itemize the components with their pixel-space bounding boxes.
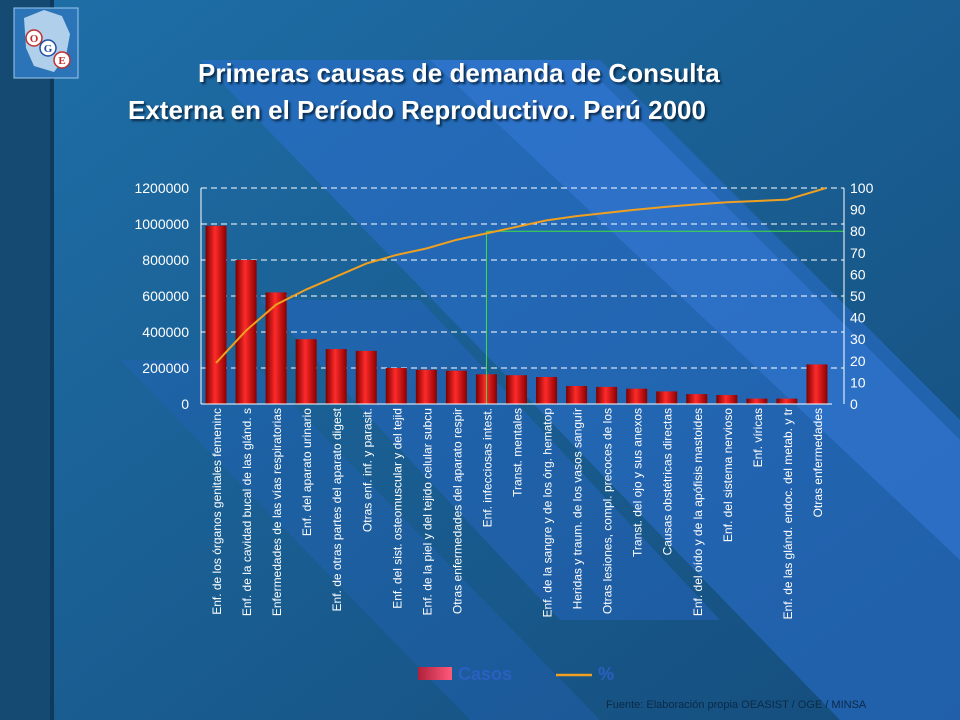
category-label: Causas obstétricas directas [661, 408, 675, 555]
line-series-percent [215, 187, 827, 364]
svg-text:G: G [44, 43, 53, 55]
category-label: Enf. de la sangre y de los órg. hematop [541, 408, 555, 618]
y2-tick-label: 30 [850, 331, 866, 347]
category-label: Enf. del sist. osteomuscular y del tejid [390, 408, 404, 609]
category-label: Enf. de las glánd. endoc. del metab. y t… [781, 408, 795, 619]
y-tick-label: 800000 [142, 252, 189, 268]
bar [596, 386, 618, 404]
bar [415, 369, 437, 404]
bar [355, 350, 377, 404]
y-tick-label: 600000 [142, 288, 189, 304]
y2-tick-label: 100 [850, 180, 874, 196]
legend-swatch-casos [418, 667, 452, 680]
y-tick-label: 400000 [142, 324, 189, 340]
category-label: Enfermedades de las vías respiratorias [270, 408, 284, 616]
grid-lines [201, 187, 844, 369]
bar [626, 388, 648, 404]
bar [205, 225, 227, 404]
category-label: Heridas y traum. de los vasos sanguír [571, 408, 585, 609]
bar [686, 394, 708, 404]
category-label: Enf. del sistema nervioso [721, 408, 735, 542]
bar [656, 391, 678, 404]
y-tick-label: 0 [181, 396, 189, 412]
bar [746, 398, 768, 404]
category-label: Otras lesiones, compl. precoces de los [601, 408, 615, 614]
legend-label-casos: Casos [458, 664, 512, 684]
y2-tick-label: 60 [850, 266, 866, 282]
y2-tick-label: 20 [850, 353, 866, 369]
y-tick-label: 1200000 [134, 180, 189, 196]
svg-text:O: O [30, 33, 39, 45]
bar [295, 339, 317, 404]
legend: Casos% [418, 664, 614, 684]
y2-tick-label: 40 [850, 310, 866, 326]
y2-tick-label: 70 [850, 245, 866, 261]
oge-logo: O G E [13, 7, 79, 79]
source-note: Fuente: Elaboración propia OEASIST / OGE… [606, 699, 867, 711]
bar-series-casos [205, 225, 828, 404]
category-label: Enf. de otras partes del aparato digest [330, 407, 344, 611]
category-label: Enf. de la cavidad bucal de las glánd. s [240, 408, 254, 616]
bar [265, 292, 287, 404]
bar [566, 386, 588, 404]
category-label: Enf. infecciosas intest. [480, 408, 494, 527]
legend-label-percent: % [598, 664, 614, 684]
bar [776, 398, 798, 404]
page-title-line-1: Primeras causas de demanda de Consulta [198, 58, 720, 88]
svg-text:E: E [58, 55, 65, 67]
y-tick-label: 200000 [142, 360, 189, 376]
category-label: Transt. mentales [511, 408, 525, 497]
bar [445, 370, 467, 404]
category-label: Enf. víricas [751, 408, 765, 467]
y2-tick-label: 90 [850, 202, 866, 218]
category-label: Otras enfermedades [811, 408, 825, 517]
category-label: Enf. del oído y de la apófisis mastoides [691, 408, 705, 616]
y2-tick-label: 10 [850, 374, 866, 390]
category-label: Otras enf. inf. y parasit. [360, 408, 374, 532]
diagonal-band-2 [430, 60, 960, 560]
cumulative-percent-line [215, 187, 827, 364]
category-label: Enf. del aparato urinario [300, 408, 314, 536]
y2-tick-label: 80 [850, 223, 866, 239]
bar [716, 395, 738, 404]
bar [385, 368, 407, 404]
category-label: Enf. de los órganos genitales femeninc [210, 408, 224, 615]
y2-tick-label: 50 [850, 288, 866, 304]
page-title-line-2: Externa en el Período Reproductivo. Perú… [128, 95, 706, 125]
category-label: Transt. del ojo y sus anexos [631, 408, 645, 557]
diagonal-band-4 [120, 360, 600, 720]
category-label: Enf. de la piel y del tejido celular sub… [420, 408, 434, 615]
category-labels: Enf. de los órganos genitales femeninc En… [210, 407, 825, 619]
pareto-80-marker [485, 230, 844, 404]
bar [506, 375, 527, 404]
category-label: Otras enfermedades del aparato respir [450, 408, 464, 614]
y2-tick-label: 0 [850, 396, 858, 412]
bar [325, 349, 347, 404]
axes: 0 200000 400000 600000 800000 1000000 1200000 0… [134, 180, 873, 412]
bar [536, 377, 558, 404]
y-tick-label: 1000000 [134, 216, 189, 232]
bar [806, 364, 828, 404]
